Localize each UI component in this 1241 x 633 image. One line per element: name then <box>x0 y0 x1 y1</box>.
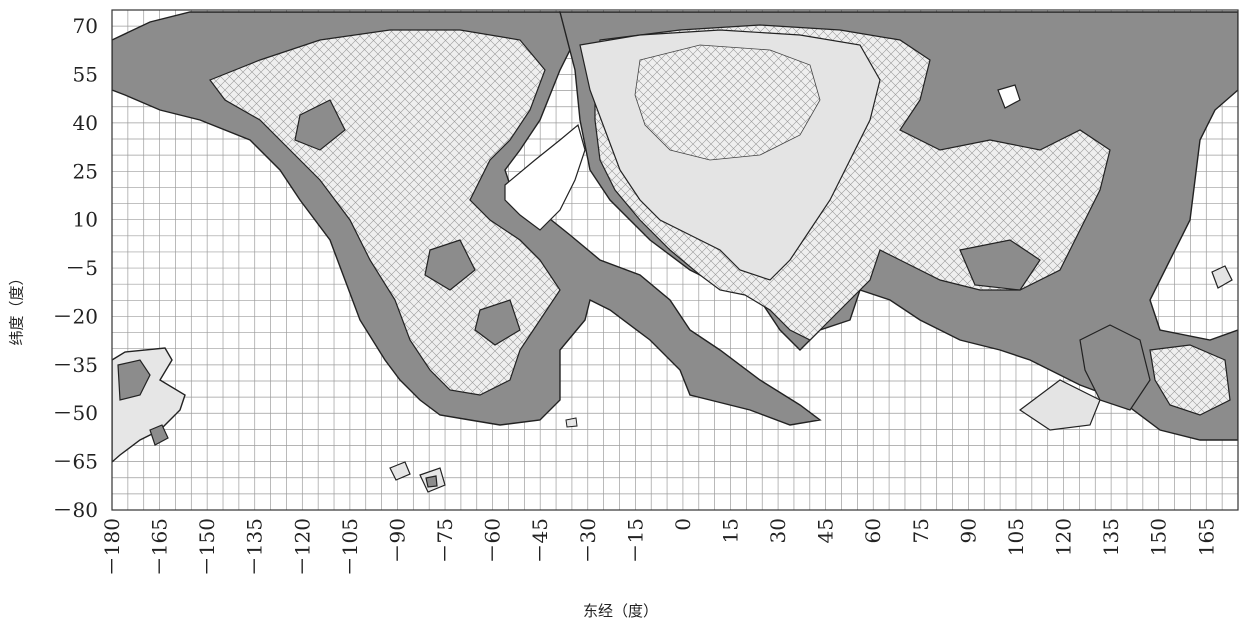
x-tick-label: 15 <box>719 518 743 543</box>
x-tick-label: －60 <box>481 518 505 563</box>
region-dark <box>474 299 521 346</box>
x-tick-label: －165 <box>148 518 172 576</box>
x-tick-label: 0 <box>671 518 695 531</box>
y-tick-label: －20 <box>53 304 98 328</box>
plot-frame <box>111 9 1239 511</box>
region-light <box>1018 379 1101 431</box>
x-tick-label: 135 <box>1099 518 1123 556</box>
x-tick-label: 30 <box>766 518 790 543</box>
x-axis-label: 东经（度） <box>582 602 658 620</box>
y-tick-label: －80 <box>53 498 98 522</box>
region-dark <box>294 99 346 151</box>
x-tick-label: 45 <box>814 518 838 543</box>
x-tick-label: －90 <box>385 518 409 563</box>
x-tick-label: －135 <box>243 518 267 576</box>
x-tick-label: 165 <box>1194 518 1218 556</box>
region-dark <box>425 475 438 488</box>
contour-regions <box>112 11 1238 493</box>
x-axis-ticks: －180 －165 －150 －135 －120 －105 －90 －75 －60 －45 －30 －… <box>100 518 1218 576</box>
x-tick-label: －30 <box>576 518 600 563</box>
region-light <box>1211 265 1233 289</box>
region-white-gap <box>504 123 586 231</box>
y-tick-label: －35 <box>53 353 98 377</box>
x-tick-label: －75 <box>433 518 457 563</box>
x-tick-label: 150 <box>1147 518 1171 556</box>
x-tick-label: 120 <box>1052 518 1076 556</box>
y-tick-label: －5 <box>65 256 98 280</box>
region-hatched <box>634 44 821 161</box>
y-axis-ticks: 70 55 40 25 10 －5 －20 －35 －50 －65 －80 <box>53 14 98 522</box>
region-hatched <box>1149 344 1231 416</box>
y-tick-label: －65 <box>53 450 98 474</box>
y-tick-label: 70 <box>73 14 98 38</box>
x-tick-label: －15 <box>623 518 647 563</box>
x-tick-label: －45 <box>528 518 552 563</box>
y-tick-label: 10 <box>73 208 98 232</box>
x-tick-label: 75 <box>909 518 933 543</box>
x-tick-label: －150 <box>195 518 219 576</box>
y-tick-label: 25 <box>73 159 98 183</box>
region-light <box>389 461 411 481</box>
x-tick-label: 105 <box>1004 518 1028 556</box>
region-dark <box>1079 324 1151 411</box>
y-tick-label: 40 <box>73 111 98 135</box>
region-dark <box>959 239 1041 291</box>
x-tick-label: 60 <box>861 518 885 543</box>
y-tick-label: －50 <box>53 401 98 425</box>
region-dark <box>117 359 151 401</box>
x-tick-label: －120 <box>290 518 314 576</box>
region-white-gap <box>997 84 1021 109</box>
x-tick-label: －180 <box>100 518 124 576</box>
x-tick-label: －105 <box>338 518 362 576</box>
region-dark <box>149 424 169 446</box>
y-tick-label: 55 <box>73 63 98 87</box>
x-tick-label: 90 <box>956 518 980 543</box>
region-light <box>565 417 578 428</box>
y-axis-label: 纬度（度） <box>7 270 26 346</box>
y-axis-label-wrap: 纬度（度） <box>2 228 30 388</box>
region-dark <box>424 239 476 291</box>
region-hatched <box>209 29 561 396</box>
